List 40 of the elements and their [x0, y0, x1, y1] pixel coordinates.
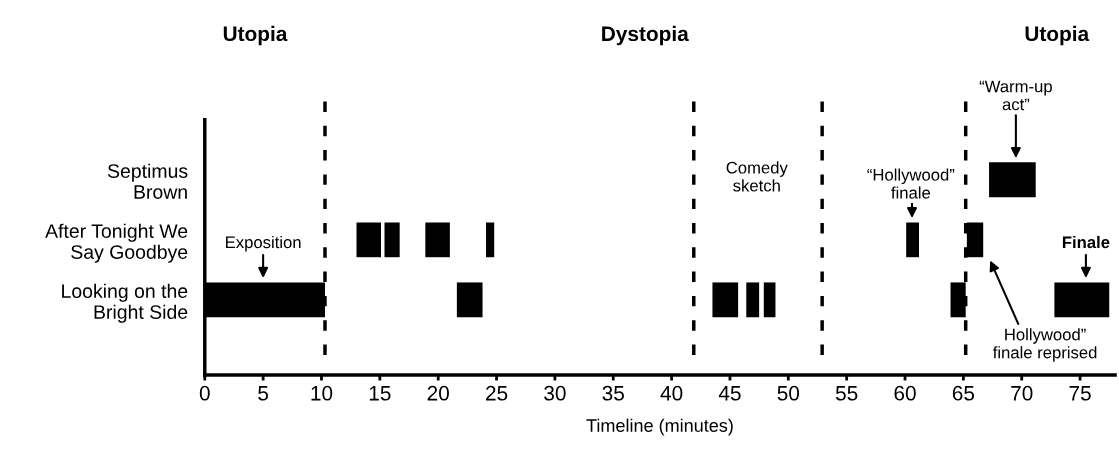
x-tick-label: 45 [718, 386, 741, 401]
x-tick-label: 70 [1011, 385, 1033, 401]
bar [486, 222, 495, 258]
x-tick-label: 75 [1069, 386, 1091, 401]
x-tick-label: 40 [660, 385, 683, 401]
x-tick-label: 35 [602, 385, 624, 401]
x-tick-label: 0 [199, 385, 210, 401]
bar [384, 222, 400, 258]
annotation: Finale [1062, 235, 1110, 249]
annotation: Comedy sketch [726, 161, 788, 192]
x-tick-label: 10 [311, 385, 333, 401]
bar [356, 222, 381, 258]
bar [746, 282, 760, 318]
annotation: “Hollywood” finale [867, 168, 955, 199]
x-tick-label: 65 [952, 385, 975, 401]
bar [712, 282, 739, 318]
y-tick-label: Looking on the Bright Side [62, 283, 188, 323]
bar [1054, 282, 1110, 318]
x-tick-label: 60 [894, 385, 916, 401]
text: Dystopia [602, 25, 689, 46]
text: Utopia [223, 25, 288, 46]
x-axis-title: Timeline (minutes) [586, 418, 733, 436]
text: Utopia [1025, 25, 1090, 46]
annotation: Hollywood” finale reprised [992, 328, 1097, 362]
x-tick-label: 50 [777, 385, 800, 401]
x-tick-label: 20 [427, 385, 449, 401]
bar [763, 282, 776, 318]
y-tick-label: Septimus Brown [107, 163, 188, 199]
text: “Warm-up act” [979, 80, 1052, 111]
bar [989, 162, 1036, 198]
bar [906, 222, 920, 258]
x-tick-label: 25 [486, 385, 508, 401]
y-tick-label: After Tonight We Say Goodbye [45, 223, 188, 263]
annotation: Exposition [226, 235, 301, 252]
x-tick-label: 15 [369, 386, 391, 401]
bar [456, 282, 483, 318]
x-tick-label: 55 [835, 386, 858, 401]
x-tick-label: 5 [258, 386, 269, 401]
x-tick-label: 30 [544, 385, 566, 401]
bar [425, 222, 450, 258]
